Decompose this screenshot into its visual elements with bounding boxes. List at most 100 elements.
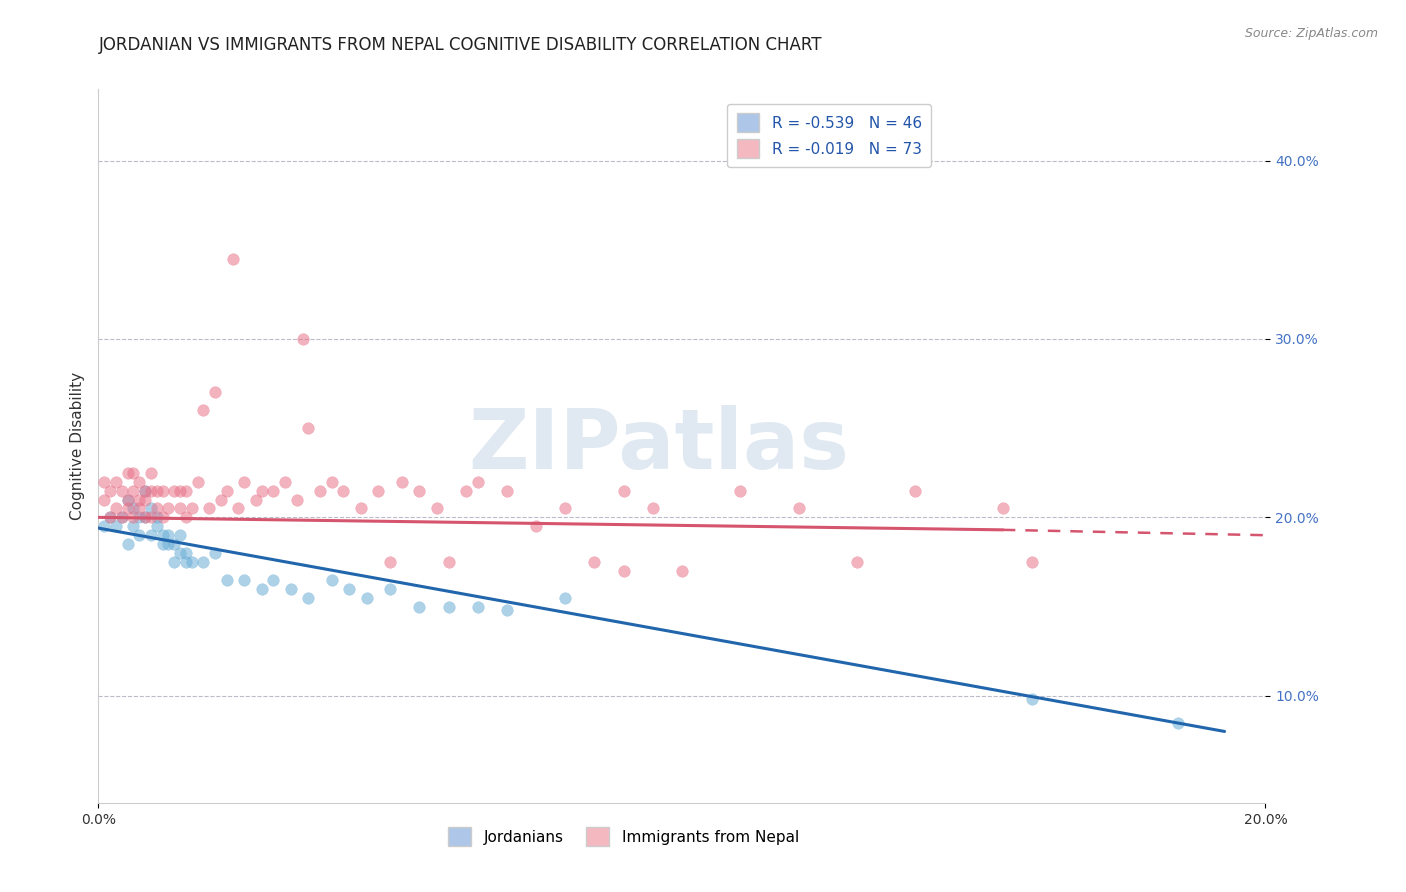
Point bbox=[274, 475, 297, 489]
Point bbox=[787, 501, 810, 516]
Text: JORDANIAN VS IMMIGRANTS FROM NEPAL COGNITIVE DISABILITY CORRELATION CHART: JORDANIAN VS IMMIGRANTS FROM NEPAL COGNI… bbox=[98, 36, 823, 54]
Point bbox=[134, 483, 156, 498]
Point bbox=[193, 403, 215, 417]
Point bbox=[641, 501, 664, 516]
Point bbox=[122, 501, 145, 516]
Point bbox=[152, 510, 174, 524]
Point bbox=[496, 603, 519, 617]
Point bbox=[117, 537, 139, 551]
Point bbox=[262, 573, 284, 587]
Point bbox=[297, 591, 319, 605]
Point bbox=[991, 501, 1014, 516]
Point bbox=[337, 582, 360, 596]
Point bbox=[250, 483, 273, 498]
Point bbox=[437, 599, 460, 614]
Point bbox=[98, 510, 121, 524]
Point bbox=[174, 510, 197, 524]
Point bbox=[117, 492, 139, 507]
Point bbox=[93, 492, 115, 507]
Point bbox=[117, 466, 139, 480]
Point bbox=[139, 466, 162, 480]
Y-axis label: Cognitive Disability: Cognitive Disability bbox=[69, 372, 84, 520]
Point bbox=[215, 483, 238, 498]
Point bbox=[1167, 715, 1189, 730]
Point bbox=[391, 475, 413, 489]
Point bbox=[122, 483, 145, 498]
Point bbox=[332, 483, 354, 498]
Point bbox=[554, 501, 576, 516]
Point bbox=[169, 528, 191, 542]
Point bbox=[139, 510, 162, 524]
Point bbox=[139, 528, 162, 542]
Point bbox=[350, 501, 373, 516]
Point bbox=[215, 573, 238, 587]
Point bbox=[111, 483, 134, 498]
Point bbox=[117, 501, 139, 516]
Point bbox=[104, 501, 127, 516]
Point bbox=[104, 519, 127, 533]
Point bbox=[134, 492, 156, 507]
Point bbox=[233, 573, 256, 587]
Point bbox=[122, 466, 145, 480]
Point bbox=[1021, 692, 1043, 706]
Point bbox=[93, 519, 115, 533]
Point bbox=[134, 510, 156, 524]
Point bbox=[846, 555, 869, 569]
Point bbox=[134, 510, 156, 524]
Point bbox=[554, 591, 576, 605]
Point bbox=[524, 519, 547, 533]
Point bbox=[128, 492, 150, 507]
Point bbox=[221, 252, 243, 266]
Point bbox=[297, 421, 319, 435]
Point bbox=[128, 528, 150, 542]
Point bbox=[904, 483, 927, 498]
Point bbox=[309, 483, 332, 498]
Point bbox=[139, 501, 162, 516]
Point bbox=[380, 582, 402, 596]
Point bbox=[128, 475, 150, 489]
Point bbox=[1021, 555, 1043, 569]
Text: ZIPatlas: ZIPatlas bbox=[468, 406, 849, 486]
Point bbox=[163, 537, 186, 551]
Point bbox=[134, 483, 156, 498]
Point bbox=[174, 546, 197, 560]
Point bbox=[250, 582, 273, 596]
Point bbox=[671, 564, 693, 578]
Point bbox=[262, 483, 284, 498]
Point bbox=[146, 483, 169, 498]
Point bbox=[321, 573, 343, 587]
Point bbox=[163, 483, 186, 498]
Point bbox=[174, 483, 197, 498]
Legend: Jordanians, Immigrants from Nepal: Jordanians, Immigrants from Nepal bbox=[443, 822, 804, 852]
Point bbox=[356, 591, 378, 605]
Point bbox=[122, 510, 145, 524]
Point bbox=[437, 555, 460, 569]
Point bbox=[408, 599, 430, 614]
Point bbox=[209, 492, 232, 507]
Point bbox=[98, 510, 121, 524]
Point bbox=[163, 555, 186, 569]
Point bbox=[152, 537, 174, 551]
Point bbox=[454, 483, 477, 498]
Point bbox=[408, 483, 430, 498]
Point bbox=[169, 546, 191, 560]
Point bbox=[104, 475, 127, 489]
Point bbox=[146, 519, 169, 533]
Point bbox=[117, 492, 139, 507]
Point bbox=[139, 483, 162, 498]
Point bbox=[198, 501, 221, 516]
Point bbox=[93, 475, 115, 489]
Point bbox=[180, 555, 202, 569]
Point bbox=[169, 501, 191, 516]
Point bbox=[146, 510, 169, 524]
Point bbox=[496, 483, 519, 498]
Point bbox=[174, 555, 197, 569]
Point bbox=[228, 501, 250, 516]
Point bbox=[111, 510, 134, 524]
Point bbox=[612, 483, 634, 498]
Point bbox=[122, 519, 145, 533]
Point bbox=[612, 564, 634, 578]
Point bbox=[367, 483, 389, 498]
Point bbox=[245, 492, 267, 507]
Point bbox=[152, 528, 174, 542]
